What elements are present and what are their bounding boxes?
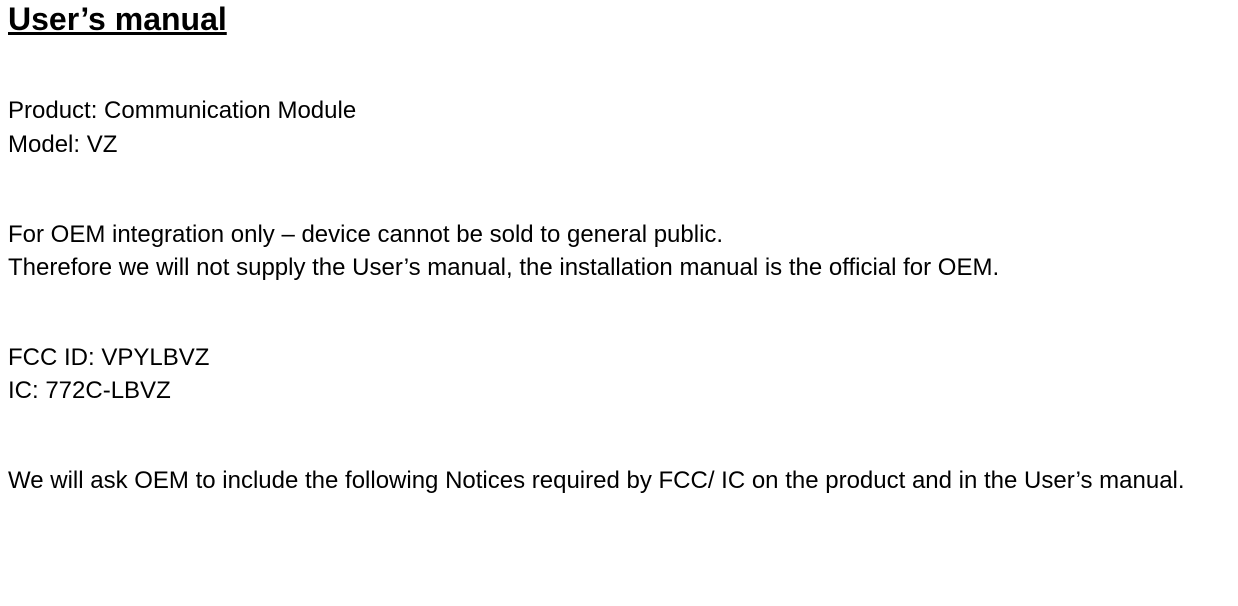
oem-line-2: Therefore we will not supply the User’s … (8, 251, 1230, 285)
oem-line-1: For OEM integration only – device cannot… (8, 218, 1230, 252)
document-page: User’s manual Product: Communication Mod… (0, 0, 1238, 498)
oem-note-block: For OEM integration only – device cannot… (8, 218, 1230, 285)
product-line: Product: Communication Module (8, 94, 1230, 128)
notice-block: We will ask OEM to include the following… (8, 464, 1230, 498)
notice-line: We will ask OEM to include the following… (8, 464, 1230, 498)
page-title: User’s manual (8, 0, 1230, 38)
fcc-id-line: FCC ID: VPYLBVZ (8, 341, 1230, 375)
ic-id-line: IC: 772C-LBVZ (8, 374, 1230, 408)
product-info-block: Product: Communication Module Model: VZ (8, 94, 1230, 161)
ids-block: FCC ID: VPYLBVZ IC: 772C-LBVZ (8, 341, 1230, 408)
model-line: Model: VZ (8, 128, 1230, 162)
